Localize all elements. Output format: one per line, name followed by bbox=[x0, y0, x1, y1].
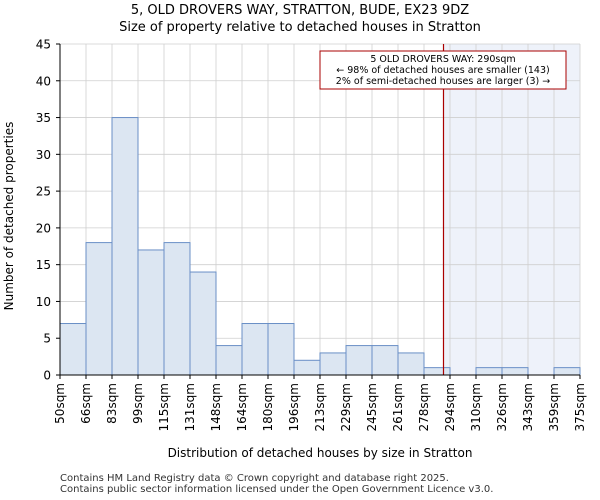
histogram-bar bbox=[345, 345, 373, 376]
chart-title: 5, OLD DROVERS WAY, STRATTON, BUDE, EX23… bbox=[131, 3, 469, 18]
x-tick-label: 213sqm bbox=[313, 383, 327, 431]
x-tick-label: 66sqm bbox=[79, 383, 93, 424]
x-tick-label: 131sqm bbox=[183, 383, 197, 431]
x-tick-label: 196sqm bbox=[287, 383, 301, 431]
x-tick-labels: 50sqm 66sqm 83sqm 99sqm 115sqm 131sqm 148sqm 16… bbox=[53, 375, 587, 431]
x-tick-label: 326sqm bbox=[495, 383, 509, 431]
histogram-bar bbox=[319, 352, 347, 376]
chart-subtitle: Size of property relative to detached ho… bbox=[119, 20, 481, 35]
y-tick-label: 25 bbox=[36, 185, 51, 199]
x-tick-label: 229sqm bbox=[339, 383, 353, 431]
histogram-bar bbox=[111, 117, 139, 376]
x-tick-label: 245sqm bbox=[365, 383, 379, 431]
histogram-bar bbox=[397, 352, 425, 376]
histogram-bar bbox=[189, 271, 217, 376]
histogram-bar bbox=[553, 367, 581, 376]
x-tick-label: 83sqm bbox=[105, 383, 119, 424]
histogram-bar bbox=[423, 367, 451, 376]
histogram-bar bbox=[501, 367, 529, 376]
shaded-region bbox=[443, 44, 580, 375]
y-tick-labels: 0 5 10 15 20 25 30 35 40 45 bbox=[36, 38, 60, 383]
x-tick-label: 148sqm bbox=[209, 383, 223, 431]
histogram-bar bbox=[293, 359, 321, 376]
x-tick-label: 115sqm bbox=[157, 383, 171, 431]
y-tick-label: 5 bbox=[43, 332, 51, 346]
x-tick-label: 359sqm bbox=[547, 383, 561, 431]
y-tick-label: 10 bbox=[36, 295, 51, 309]
x-tick-label: 375sqm bbox=[573, 383, 587, 431]
y-tick-label: 45 bbox=[36, 38, 51, 52]
footer-licence: Contains public sector information licen… bbox=[60, 484, 494, 495]
annotation-border bbox=[319, 50, 567, 90]
x-tick-label: 99sqm bbox=[131, 383, 145, 424]
histogram-bar bbox=[85, 242, 113, 376]
x-tick-label: 310sqm bbox=[469, 383, 483, 431]
histogram-bars bbox=[59, 117, 581, 376]
x-tick-label: 180sqm bbox=[261, 383, 275, 431]
histogram-bar bbox=[371, 345, 399, 376]
x-tick-label: 261sqm bbox=[391, 383, 405, 431]
y-axis-label: Number of detached properties bbox=[2, 122, 16, 311]
x-axis-label: Distribution of detached houses by size … bbox=[168, 446, 473, 460]
annotation-line-3: 2% of semi-detached houses are larger (3… bbox=[336, 76, 550, 87]
annotation-line-1: 5 OLD DROVERS WAY: 290sqm bbox=[370, 54, 515, 65]
x-tick-label: 343sqm bbox=[521, 383, 535, 431]
y-tick-label: 15 bbox=[36, 258, 51, 272]
histogram-bar bbox=[241, 323, 269, 376]
histogram-bar bbox=[475, 367, 503, 376]
y-tick-label: 35 bbox=[36, 111, 51, 125]
y-tick-label: 40 bbox=[36, 74, 51, 88]
x-tick-label: 50sqm bbox=[53, 383, 67, 424]
x-tick-label: 164sqm bbox=[235, 383, 249, 431]
above-marker-shaded-region bbox=[443, 44, 580, 375]
y-tick-label: 0 bbox=[43, 369, 51, 383]
footer-copyright: Contains HM Land Registry data © Crown c… bbox=[60, 473, 449, 484]
x-tick-label: 278sqm bbox=[417, 383, 431, 431]
histogram-bar bbox=[267, 323, 295, 376]
histogram-bar bbox=[163, 242, 191, 376]
histogram-bar bbox=[215, 345, 243, 376]
y-tick-label: 30 bbox=[36, 148, 51, 162]
y-tick-label: 20 bbox=[36, 221, 51, 235]
histogram-bar bbox=[137, 249, 165, 376]
annotation-box: 5 OLD DROVERS WAY: 290sqm ← 98% of detac… bbox=[319, 50, 567, 90]
x-tick-label: 294sqm bbox=[443, 383, 457, 431]
histogram-bar bbox=[59, 323, 87, 376]
annotation-line-2: ← 98% of detached houses are smaller (14… bbox=[336, 65, 549, 76]
